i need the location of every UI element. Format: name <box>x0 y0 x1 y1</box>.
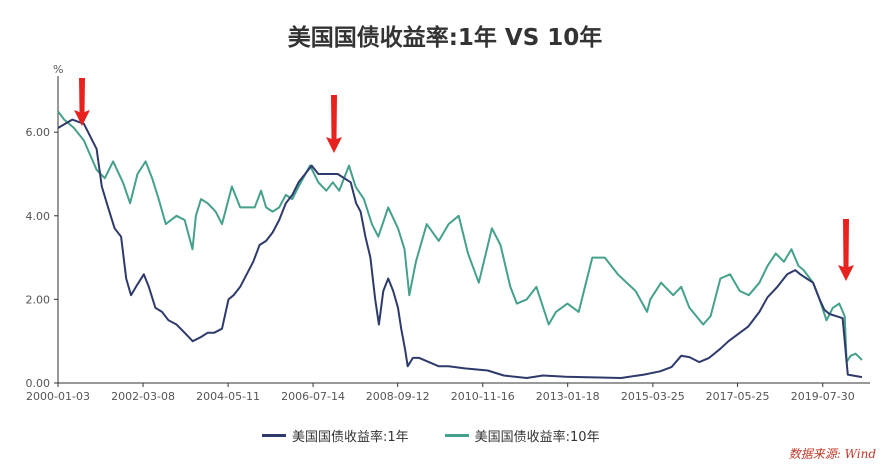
legend-item-1y[interactable]: 美国国债收益率:1年 <box>262 426 409 445</box>
chart-title: 美国国债收益率:1年 VS 10年 <box>287 25 603 51</box>
arrow-annotation-2019 <box>838 219 854 281</box>
series-line-10y <box>57 110 863 364</box>
y-tick-label: 0.00 <box>26 377 51 390</box>
annotation-arrows <box>74 78 854 281</box>
legend-label-10y: 美国国债收益率:10年 <box>474 430 600 445</box>
series-lines <box>57 110 863 379</box>
arrow-annotation-2006 <box>326 95 342 153</box>
x-axis: 2000-01-03 2002-03-08 2004-05-11 2006-07-14… <box>26 382 870 403</box>
legend: 美国国债收益率:1年 美国国债收益率:10年 <box>262 426 600 445</box>
y-tick-label: 6.00 <box>26 126 51 139</box>
x-tick-label: 2013-01-18 <box>536 390 600 403</box>
x-tick-label: 2004-05-11 <box>196 390 260 403</box>
data-source: 数据来源: Wind <box>788 447 876 461</box>
legend-swatch-1y <box>262 434 286 437</box>
x-tick-label: 2002-03-08 <box>111 390 175 403</box>
x-tick-label: 2019-07-30 <box>791 390 855 403</box>
x-tick-label: 2008-09-12 <box>366 390 430 403</box>
series-line-1y <box>57 118 863 379</box>
y-tick-label: 4.00 <box>26 210 51 223</box>
x-tick-label: 2015-03-25 <box>621 390 685 403</box>
x-tick-label: 2017-05-25 <box>706 390 770 403</box>
legend-swatch-10y <box>444 434 469 437</box>
legend-item-10y[interactable]: 美国国债收益率:10年 <box>444 426 600 445</box>
legend-label-1y: 美国国债收益率:1年 <box>292 430 409 445</box>
arrow-annotation-2000 <box>74 78 90 126</box>
y-axis-unit: % <box>53 63 63 76</box>
y-tick-label: 2.00 <box>26 293 51 306</box>
x-tick-label: 2006-07-14 <box>281 390 345 403</box>
x-tick-label: 2010-11-16 <box>451 390 515 403</box>
y-axis: 0.00 2.00 4.00 6.00 <box>26 76 59 390</box>
x-tick-label: 2000-01-03 <box>26 390 90 403</box>
